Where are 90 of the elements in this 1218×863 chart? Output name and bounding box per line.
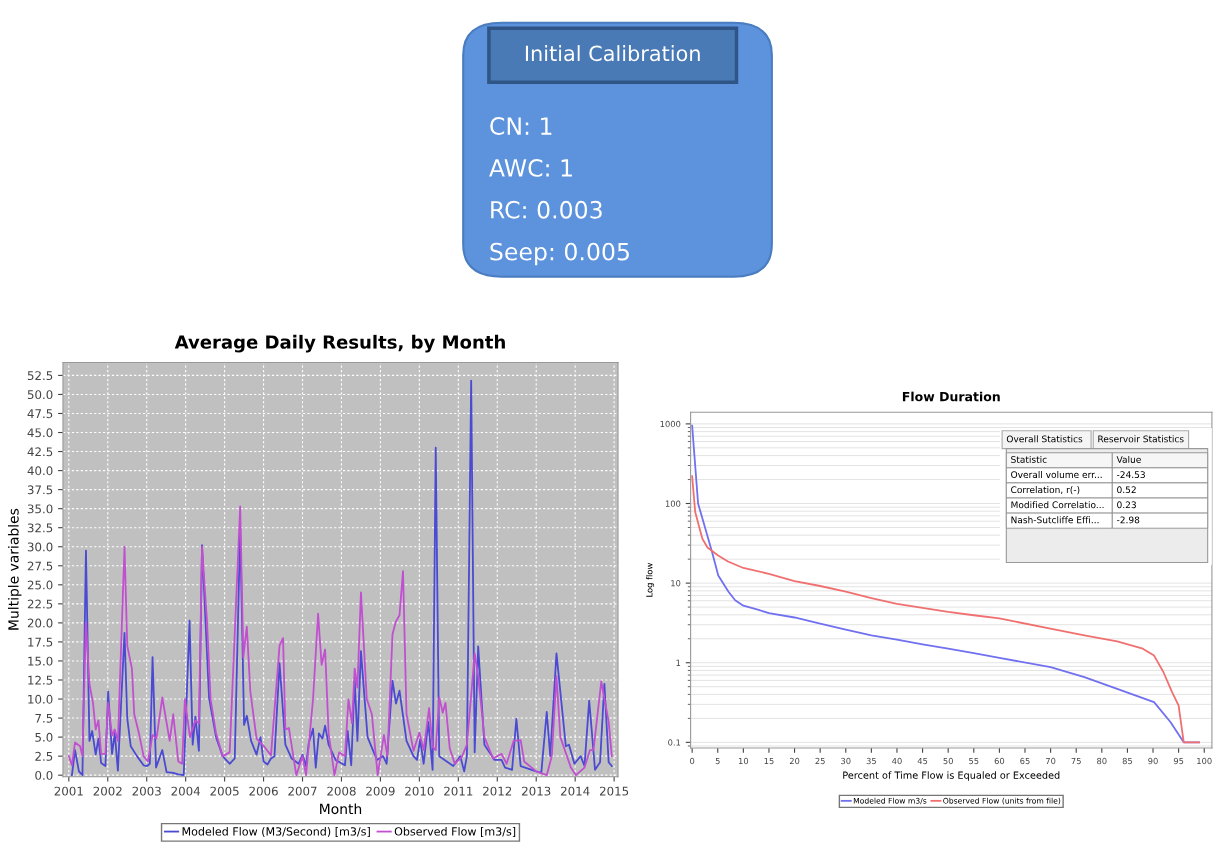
line-series [71, 379, 613, 777]
y-tick-label: 25.0 [27, 580, 53, 590]
x-tick-label: 2014 [561, 786, 590, 796]
y-tick-label: 42.5 [27, 447, 53, 457]
x-tick-label: 85 [1122, 757, 1132, 765]
y-tick-label: 10.0 [28, 694, 53, 704]
x-tick-label: 95 [1173, 757, 1184, 765]
text: AWC: 1 [489, 158, 572, 177]
y-tick-label: 50.0 [27, 390, 53, 400]
y-tick-label: 7.5 [35, 713, 53, 723]
x-tick-label: 2005 [210, 786, 239, 796]
x-tick-label: 2002 [93, 786, 122, 796]
y-tick-label: 35.0 [27, 504, 53, 514]
y-axis-title: Log flow [646, 563, 655, 597]
legend-label: Observed Flow [m3/s] [394, 827, 516, 837]
y-tick-label: 45.0 [27, 428, 53, 438]
x-tick-label: 80 [1097, 757, 1107, 765]
annotation: Overall volume err... [1011, 471, 1102, 479]
x-tick-label: 2004 [171, 786, 201, 796]
x-tick-label: 2001 [54, 786, 83, 796]
x-tick-label: 100 [1197, 757, 1212, 765]
annotation: Correlation, r(-) [1011, 486, 1080, 495]
y-tick-label: 22.5 [27, 599, 53, 609]
chart-title: Average Daily Results, by Month [174, 334, 505, 353]
text: Seep: 0.005 [490, 242, 629, 266]
x-tick-label: 15 [764, 757, 774, 765]
annotation: Overall Statistics [1006, 435, 1083, 443]
x-axis-title: Percent of Time Flow is Equaled or Exceeded [843, 771, 1060, 781]
legend-label: Modeled Flow (M3/Second) [m3/s] [182, 827, 370, 837]
x-tick-label: 2003 [132, 786, 161, 796]
y-tick-label: 52.5 [27, 371, 53, 381]
y-tick-label: 15.0 [28, 656, 53, 666]
y-tick-label: 30.0 [27, 542, 53, 552]
x-tick-label: 55 [969, 757, 979, 765]
y-tick-label: 5.0 [35, 732, 53, 742]
annotation: Nash-Sutcliffe Effi... [1011, 516, 1099, 524]
y-axis-title: Multiple variables [7, 508, 22, 630]
x-tick-label: 45 [917, 757, 928, 765]
text: RC: 0.003 [491, 200, 602, 219]
x-tick-label: 35 [866, 757, 876, 765]
x-tick-label: 90 [1148, 757, 1158, 765]
x-tick-label: 2012 [483, 786, 512, 796]
x-tick-label: 65 [1020, 757, 1030, 765]
x-tick-label: 2010 [405, 786, 434, 796]
y-tick-label: 17.5 [28, 637, 53, 647]
y-tick-label: 0.1 [668, 739, 681, 746]
annotation: 0.52 [1117, 486, 1136, 494]
x-tick-label: 25 [815, 757, 825, 765]
annotation: Statistic [1011, 455, 1047, 463]
x-tick-label: 75 [1071, 757, 1081, 765]
x-tick-label: 2015 [599, 786, 629, 796]
x-tick-label: 2013 [522, 786, 551, 796]
x-tick-label: 2009 [366, 786, 395, 796]
x-tick-label: 2007 [288, 786, 317, 796]
x-tick-label: 60 [994, 757, 1005, 765]
text: Initial Calibration [525, 45, 700, 62]
x-tick-label: 2008 [327, 786, 356, 796]
y-tick-label: 12.5 [28, 675, 53, 685]
y-tick-label: 20.0 [27, 618, 53, 628]
x-tick-label: 10 [738, 757, 749, 765]
annotation: Reservoir Statistics [1098, 435, 1184, 443]
x-tick-label: 0 [690, 757, 695, 765]
y-tick-label: 37.5 [27, 485, 53, 495]
x-tick-label: 5 [715, 757, 720, 765]
annotation: Modified Correlatio... [1011, 501, 1104, 509]
y-tick-label: 47.5 [27, 409, 53, 419]
x-tick-label: 20 [789, 757, 800, 765]
annotation: 0.23 [1117, 501, 1136, 509]
y-tick-label: 2.5 [35, 751, 53, 761]
x-axis-title: Month [320, 803, 362, 815]
annotation: Value [1116, 455, 1141, 463]
y-tick-label: 40.0 [27, 466, 53, 476]
line-series [67, 505, 613, 777]
annotation: -24.53 [1116, 471, 1145, 479]
y-tick-label: 27.5 [27, 561, 53, 571]
x-tick-label: 50 [943, 757, 953, 765]
x-tick-label: 30 [841, 757, 851, 765]
y-tick-label: 0.0 [35, 770, 53, 780]
text: CN: 1 [490, 117, 552, 135]
x-tick-label: 2011 [444, 786, 473, 796]
x-tick-label: 2006 [249, 786, 278, 796]
y-tick-label: 1 [676, 659, 681, 666]
y-tick-label: 1000 [660, 420, 681, 428]
y-tick-label: 100 [665, 500, 681, 507]
x-tick-label: 70 [1045, 757, 1056, 765]
annotation: -2.98 [1116, 516, 1140, 524]
x-tick-label: 40 [892, 757, 902, 765]
chart-title: Flow Duration [902, 391, 1000, 402]
y-tick-label: 10 [671, 580, 681, 587]
y-tick-label: 32.5 [27, 523, 53, 533]
